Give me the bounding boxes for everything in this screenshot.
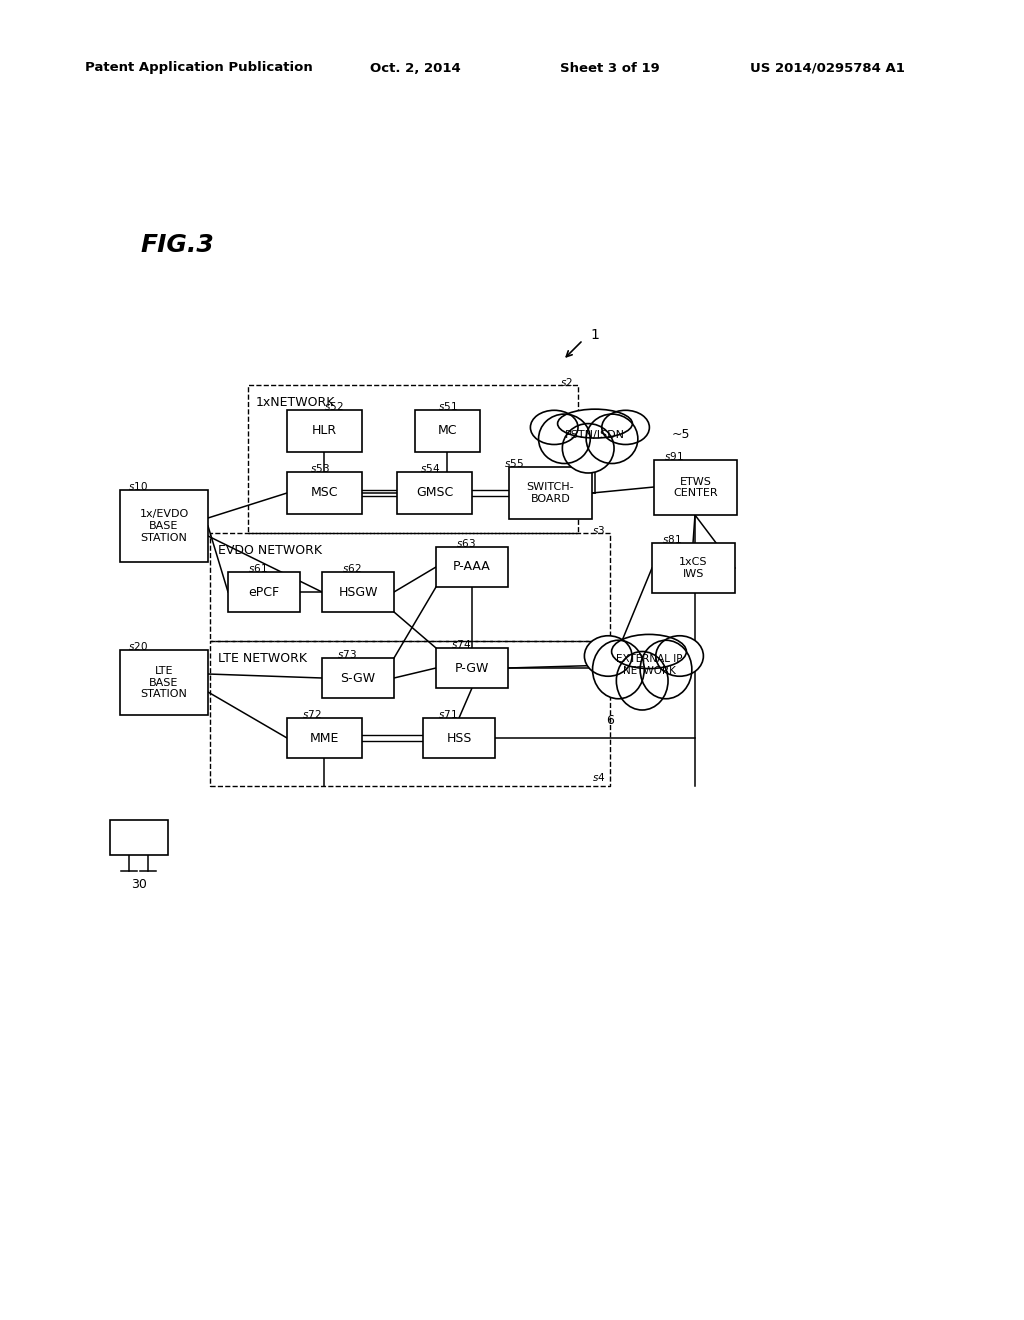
Bar [652, 543, 735, 593]
Text: $\it{s}$53: $\it{s}$53 [309, 462, 330, 474]
Text: $\it{s}$72: $\it{s}$72 [302, 708, 322, 719]
Text: $\it{s}$73: $\it{s}$73 [337, 648, 356, 660]
Text: P-AAA: P-AAA [454, 561, 490, 573]
Text: EVDO NETWORK: EVDO NETWORK [218, 544, 322, 557]
Text: 1x/EVDO
BASE
STATION: 1x/EVDO BASE STATION [139, 510, 188, 543]
Bar [110, 820, 168, 855]
Bar [287, 411, 362, 451]
Bar [423, 718, 495, 758]
Text: S-GW: S-GW [340, 672, 376, 685]
Text: LTE NETWORK: LTE NETWORK [218, 652, 307, 665]
Bar [436, 648, 508, 688]
Text: $\it{s}$91: $\it{s}$91 [664, 450, 684, 462]
Bar [509, 467, 592, 519]
Bar [120, 490, 208, 562]
Text: $\it{s}$4: $\it{s}$4 [592, 771, 605, 783]
Text: $\it{s}$52: $\it{s}$52 [325, 400, 344, 412]
Ellipse shape [655, 636, 703, 676]
Bar [322, 657, 394, 698]
Text: 30: 30 [131, 879, 146, 891]
Text: $\it{s}$10: $\it{s}$10 [128, 480, 147, 492]
Text: $\it{s}$55: $\it{s}$55 [504, 457, 523, 469]
Bar [228, 572, 300, 612]
Text: $\it{s}$63: $\it{s}$63 [456, 537, 476, 549]
Text: 6: 6 [606, 714, 614, 726]
Bar [248, 385, 578, 533]
Text: $\it{s}$62: $\it{s}$62 [342, 562, 361, 574]
Text: $\it{s}$54: $\it{s}$54 [420, 462, 439, 474]
Text: MME: MME [310, 731, 339, 744]
Text: Oct. 2, 2014: Oct. 2, 2014 [370, 62, 461, 74]
Text: MSC: MSC [310, 487, 338, 499]
Ellipse shape [558, 409, 633, 438]
Bar [397, 473, 472, 513]
Text: P-GW: P-GW [455, 661, 489, 675]
Text: $\it{s}$71: $\it{s}$71 [438, 708, 458, 719]
Ellipse shape [586, 414, 638, 463]
Ellipse shape [539, 414, 590, 463]
Text: 1xNETWORK: 1xNETWORK [256, 396, 336, 409]
Text: $\it{s}$51: $\it{s}$51 [437, 400, 458, 412]
Text: US 2014/0295784 A1: US 2014/0295784 A1 [750, 62, 905, 74]
Text: EXTERNAL IP
NETWORK: EXTERNAL IP NETWORK [615, 655, 682, 676]
Text: $\it{s}$81: $\it{s}$81 [662, 533, 682, 545]
Text: LTE
BASE
STATION: LTE BASE STATION [140, 665, 187, 700]
Text: SWITCH-
BOARD: SWITCH- BOARD [526, 482, 574, 504]
Ellipse shape [640, 640, 692, 698]
Text: PSTN/ISDN: PSTN/ISDN [565, 430, 625, 440]
Text: $\it{s}$61: $\it{s}$61 [248, 562, 267, 574]
Text: ETWS
CENTER: ETWS CENTER [673, 477, 718, 498]
Text: $\it{s}$3: $\it{s}$3 [592, 524, 605, 536]
Text: ePCF: ePCF [249, 586, 280, 598]
Bar [654, 459, 737, 515]
Ellipse shape [602, 411, 649, 445]
Text: Sheet 3 of 19: Sheet 3 of 19 [560, 62, 659, 74]
Ellipse shape [616, 652, 668, 710]
Text: FIG.3: FIG.3 [140, 234, 214, 257]
Ellipse shape [611, 635, 686, 669]
Bar [120, 649, 208, 715]
Text: 1xCS
IWS: 1xCS IWS [679, 557, 708, 578]
Bar [287, 718, 362, 758]
Bar [210, 533, 610, 642]
Ellipse shape [593, 640, 644, 698]
Text: $\it{s}$2: $\it{s}$2 [560, 376, 573, 388]
Text: HLR: HLR [312, 425, 337, 437]
Ellipse shape [585, 636, 632, 676]
Bar [322, 572, 394, 612]
Text: ~5: ~5 [672, 429, 690, 441]
Bar [287, 473, 362, 513]
Text: MC: MC [437, 425, 458, 437]
Bar [210, 642, 610, 785]
Text: HSS: HSS [446, 731, 472, 744]
Bar [415, 411, 480, 451]
Text: $\it{s}$74: $\it{s}$74 [451, 638, 471, 649]
Ellipse shape [562, 424, 614, 473]
Text: GMSC: GMSC [416, 487, 454, 499]
Text: 1: 1 [590, 327, 599, 342]
Text: Patent Application Publication: Patent Application Publication [85, 62, 312, 74]
Bar [436, 546, 508, 587]
Text: $\it{s}$20: $\it{s}$20 [128, 640, 147, 652]
Text: HSGW: HSGW [338, 586, 378, 598]
Ellipse shape [530, 411, 578, 445]
